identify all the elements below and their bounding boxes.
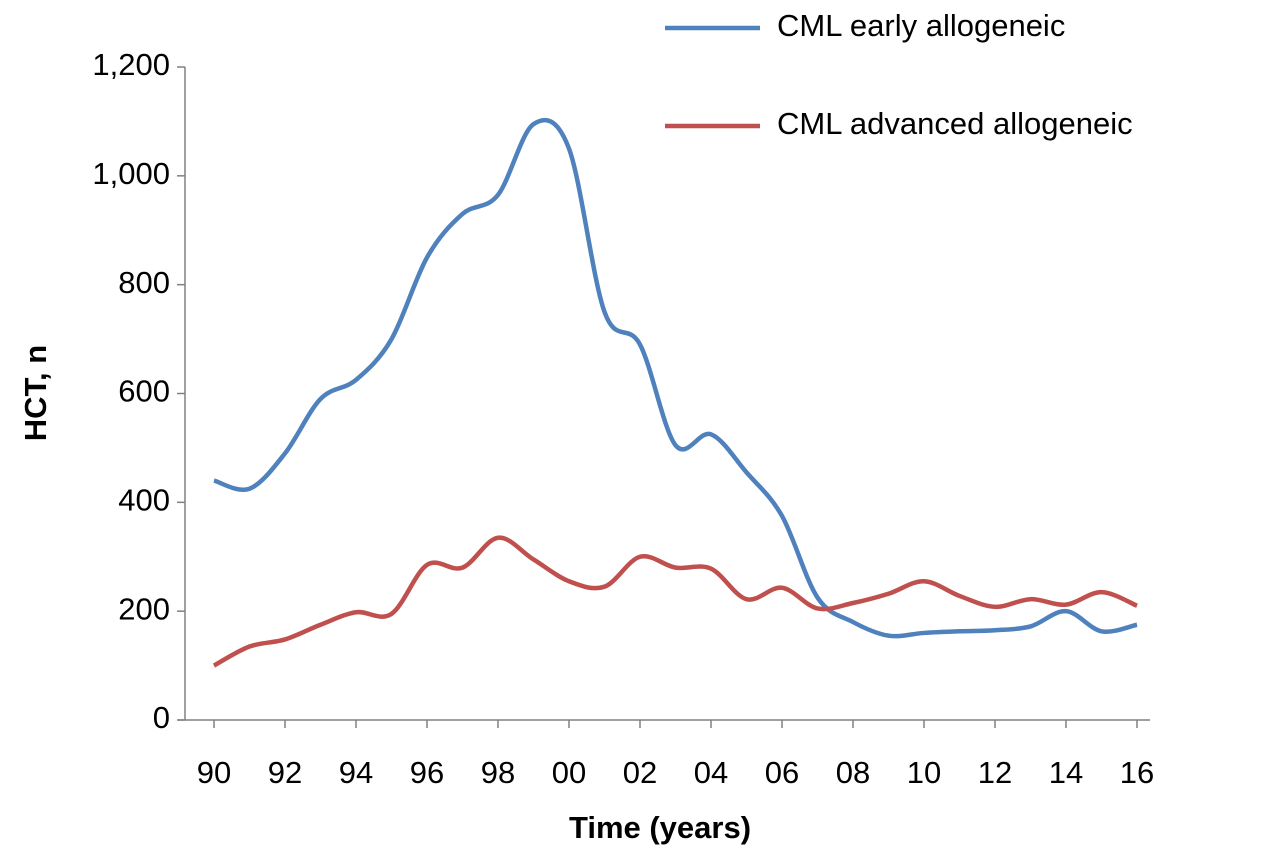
y-tick-label: 1,200 — [92, 47, 170, 82]
x-tick-label: 02 — [623, 755, 657, 790]
x-axis-title: Time (years) — [569, 810, 751, 845]
x-tick-label: 16 — [1120, 755, 1154, 790]
x-tick-label: 00 — [552, 755, 586, 790]
y-tick-label: 400 — [118, 483, 170, 518]
x-tick-label: 96 — [410, 755, 444, 790]
x-tick-label: 98 — [481, 755, 515, 790]
legend-label: CML advanced allogeneic — [777, 106, 1133, 141]
y-tick-label: 800 — [118, 265, 170, 300]
x-tick-label: 94 — [339, 755, 373, 790]
y-tick-label: 0 — [153, 700, 170, 735]
x-tick-label: 10 — [907, 755, 941, 790]
y-tick-label: 1,000 — [92, 156, 170, 191]
x-tick-label: 92 — [268, 755, 302, 790]
y-tick-label: 600 — [118, 374, 170, 409]
legend-label: CML early allogeneic — [777, 8, 1065, 43]
x-tick-label: 04 — [694, 755, 728, 790]
x-tick-label: 90 — [197, 755, 231, 790]
x-tick-label: 14 — [1049, 755, 1083, 790]
series-line — [213, 117, 1138, 639]
x-tick-label: 08 — [836, 755, 870, 790]
x-tick-label: 12 — [978, 755, 1012, 790]
x-tick-label: 06 — [765, 755, 799, 790]
y-axis-title: HCT, n — [18, 345, 53, 441]
y-tick-label: 200 — [118, 591, 170, 626]
series-line — [212, 535, 1138, 668]
